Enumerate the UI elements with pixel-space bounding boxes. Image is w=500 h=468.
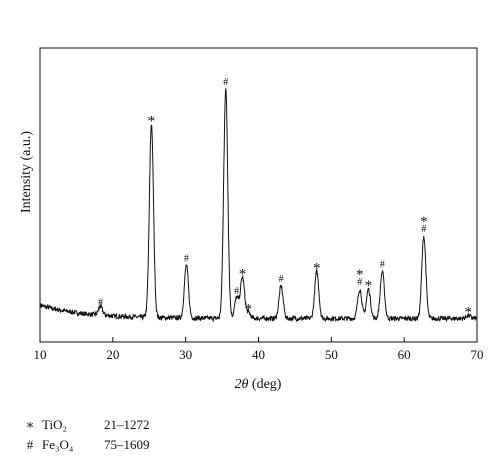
- fe3o4-peak-marker: #: [421, 224, 426, 235]
- hash-marker-icon: #: [26, 437, 34, 452]
- legend-row-tio2: ∗ TiO₂ 21–1272: [22, 415, 150, 435]
- legend-phase-name: TiO₂: [42, 417, 68, 432]
- tio2-peak-marker: *: [465, 305, 473, 321]
- legend-card-number: 21–1272: [104, 417, 150, 432]
- x-axis-label: 2θ (deg): [235, 377, 282, 392]
- x-tick-label: 70: [471, 347, 484, 362]
- tio2-peak-marker: *: [148, 113, 156, 129]
- fe3o4-peak-marker: #: [184, 254, 189, 265]
- fe3o4-peak-marker: #: [357, 277, 362, 288]
- x-tick-label: 30: [179, 347, 192, 362]
- tio2-peak-marker: *: [245, 302, 253, 318]
- star-marker-icon: ∗: [25, 417, 35, 432]
- tio2-peak-marker: *: [356, 267, 364, 283]
- fe3o4-peak-marker: #: [380, 259, 385, 270]
- x-axis-ticks: 10 20 30 40 50 60 70: [34, 337, 484, 362]
- fe3o4-peak-marker: #: [98, 298, 103, 309]
- x-tick-label: 50: [325, 347, 338, 362]
- xrd-chart: 10 20 30 40 50 60 70 #*###**#*#**##** Intensit…: [19, 47, 484, 392]
- tio2-peak-marker: *: [239, 266, 247, 282]
- tio2-peak-marker: *: [313, 260, 321, 276]
- legend-card-number: 75–1609: [104, 437, 150, 452]
- fe3o4-peak-marker: #: [234, 286, 239, 297]
- tio2-peak-marker: *: [420, 214, 428, 230]
- y-axis-label: Intensity (a.u.): [19, 131, 34, 213]
- peak-markers: #*###**#*#**##**: [98, 77, 472, 320]
- x-tick-label: 20: [106, 347, 119, 362]
- fe3o4-peak-marker: #: [223, 77, 228, 88]
- x-tick-label: 40: [252, 347, 265, 362]
- x-tick-label: 60: [398, 347, 411, 362]
- legend-row-fe3o4: # Fe₃O₄ 75–1609: [22, 435, 150, 455]
- tio2-peak-marker: *: [365, 278, 373, 294]
- fe3o4-peak-marker: #: [279, 274, 284, 285]
- x-tick-label: 10: [34, 347, 47, 362]
- plot-frame: [39, 47, 478, 343]
- phase-legend: ∗ TiO₂ 21–1272 # Fe₃O₄ 75–1609: [22, 415, 150, 455]
- legend-phase-name: Fe₃O₄: [42, 437, 74, 452]
- xrd-pattern-line: [39, 88, 478, 323]
